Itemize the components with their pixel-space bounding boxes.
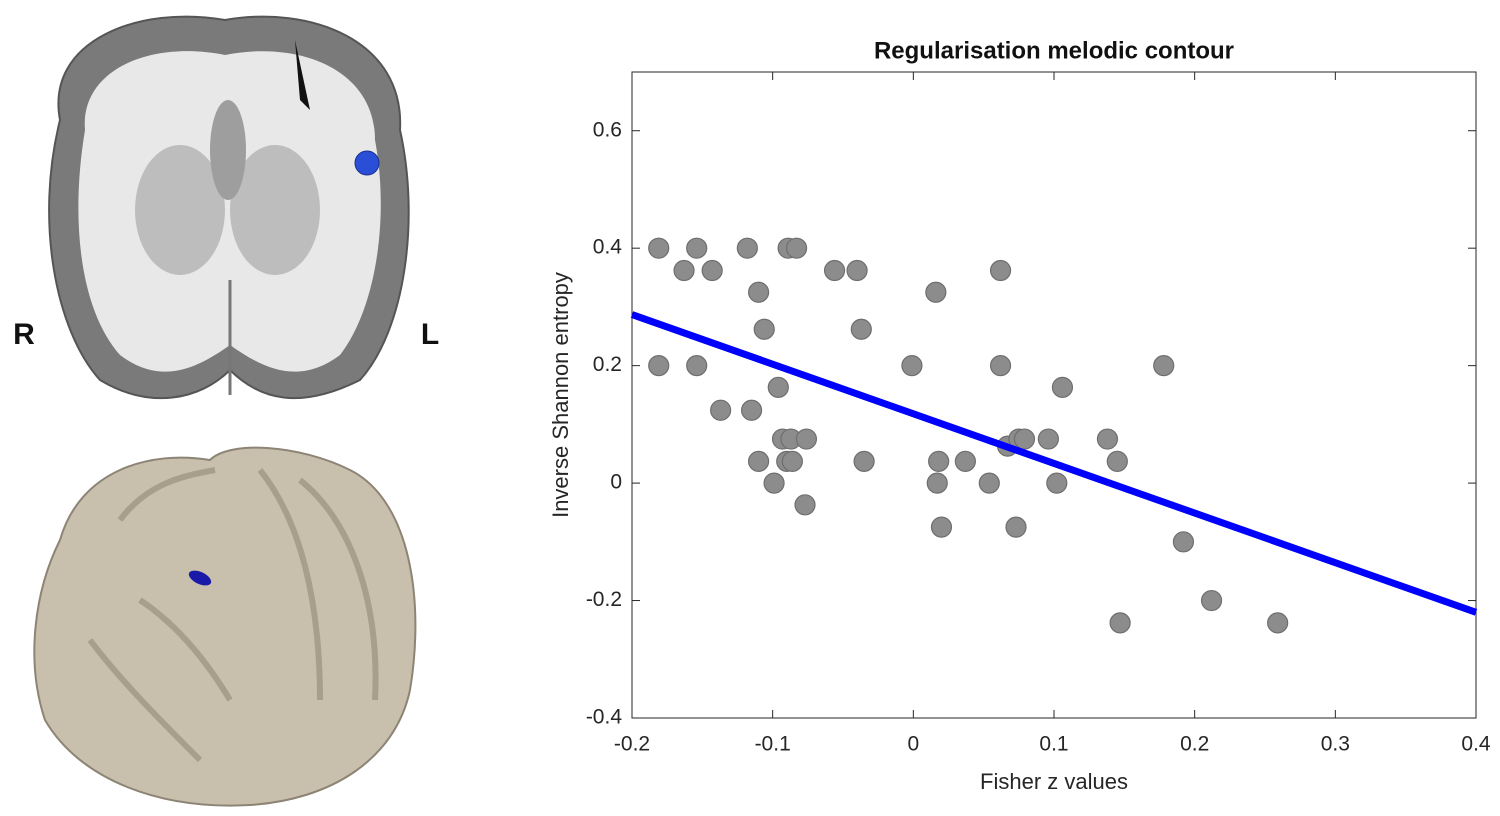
point bbox=[767, 376, 789, 398]
point bbox=[648, 355, 670, 377]
fit-line bbox=[630, 311, 1478, 616]
point bbox=[1200, 589, 1223, 612]
y-tick-label: -0.4 bbox=[586, 706, 623, 729]
point bbox=[673, 259, 695, 282]
x-axis-label: Fisher z values bbox=[980, 769, 1128, 794]
y-tick-label: 0 bbox=[610, 471, 622, 494]
point bbox=[686, 355, 708, 377]
x-tick-label: -0.1 bbox=[755, 733, 791, 756]
point bbox=[1172, 531, 1195, 553]
point bbox=[853, 450, 875, 472]
point bbox=[1153, 355, 1175, 377]
plot-frame bbox=[631, 71, 1477, 719]
point bbox=[648, 237, 670, 259]
point bbox=[1046, 472, 1068, 494]
point bbox=[928, 450, 950, 472]
point bbox=[989, 259, 1012, 282]
point bbox=[989, 355, 1012, 377]
point bbox=[710, 399, 732, 421]
point bbox=[1013, 428, 1036, 450]
chart-title: Regularisation melodic contour bbox=[874, 37, 1234, 64]
point bbox=[701, 259, 723, 282]
brain-slice bbox=[48, 15, 410, 400]
point bbox=[926, 472, 948, 494]
point bbox=[1109, 612, 1131, 634]
y-tick-label: 0.6 bbox=[593, 118, 622, 141]
point bbox=[925, 281, 947, 303]
point bbox=[794, 494, 816, 516]
point bbox=[736, 237, 758, 259]
point bbox=[753, 318, 775, 340]
annotation: R bbox=[13, 318, 35, 351]
point bbox=[785, 237, 808, 259]
y-tick-label: 0.4 bbox=[593, 236, 623, 259]
point bbox=[1037, 428, 1059, 450]
point bbox=[1106, 450, 1128, 472]
point bbox=[1051, 376, 1074, 398]
x-tick-label: 0 bbox=[907, 733, 919, 756]
x-tick-label: 0.1 bbox=[1039, 733, 1068, 756]
point bbox=[954, 450, 976, 472]
annotation: L bbox=[421, 318, 439, 351]
point bbox=[781, 450, 803, 472]
point bbox=[1267, 612, 1289, 634]
point bbox=[1096, 428, 1119, 450]
point bbox=[930, 516, 953, 538]
x-tick-label: -0.2 bbox=[614, 733, 650, 756]
y-tick-label: -0.2 bbox=[586, 588, 622, 611]
point bbox=[747, 450, 770, 472]
x-tick-label: 0.3 bbox=[1321, 733, 1350, 756]
point bbox=[850, 318, 872, 340]
point bbox=[1005, 516, 1027, 538]
point bbox=[823, 259, 846, 282]
point bbox=[978, 472, 1000, 494]
point bbox=[686, 237, 708, 259]
point bbox=[846, 259, 868, 282]
y-tick-label: 0.2 bbox=[593, 353, 622, 376]
brain-surface bbox=[33, 446, 417, 807]
x-tick-label: 0.2 bbox=[1180, 733, 1209, 756]
point bbox=[740, 399, 763, 421]
x-tick-label: 0.4 bbox=[1461, 733, 1491, 756]
point bbox=[747, 281, 770, 303]
point bbox=[901, 355, 923, 377]
point bbox=[795, 428, 818, 450]
y-axis-label: Inverse Shannon entropy bbox=[548, 272, 573, 518]
point bbox=[763, 472, 785, 494]
